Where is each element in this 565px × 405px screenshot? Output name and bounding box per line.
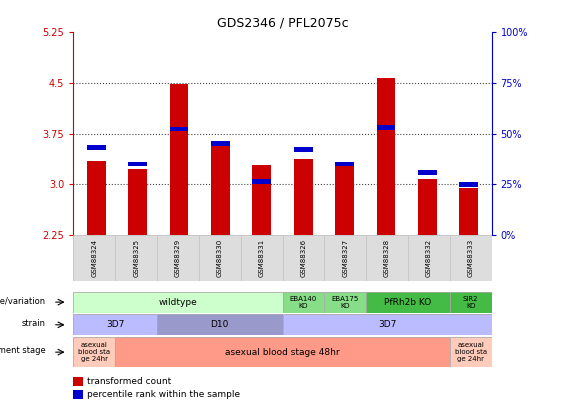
Text: PfRh2b KO: PfRh2b KO: [384, 298, 432, 307]
Text: GSM88328: GSM88328: [384, 239, 390, 277]
Bar: [459, 188, 478, 235]
Bar: [335, 162, 354, 166]
Bar: [170, 84, 188, 235]
Bar: [335, 165, 354, 235]
Bar: [253, 179, 271, 184]
Text: GSM88331: GSM88331: [259, 239, 264, 277]
FancyBboxPatch shape: [324, 292, 366, 313]
Text: GSM88329: GSM88329: [175, 239, 181, 277]
Text: GSM88325: GSM88325: [133, 239, 139, 277]
Bar: [170, 127, 188, 131]
FancyBboxPatch shape: [324, 235, 366, 281]
FancyBboxPatch shape: [199, 235, 241, 281]
FancyBboxPatch shape: [73, 314, 157, 335]
Text: transformed count: transformed count: [87, 377, 171, 386]
Text: asexual
blood sta
ge 24hr: asexual blood sta ge 24hr: [455, 342, 486, 362]
Text: 3D7: 3D7: [106, 320, 124, 329]
FancyBboxPatch shape: [450, 337, 492, 367]
Bar: [87, 145, 106, 149]
Bar: [459, 182, 478, 187]
Bar: [294, 147, 312, 151]
Text: 3D7: 3D7: [378, 320, 396, 329]
Text: D10: D10: [211, 320, 229, 329]
FancyBboxPatch shape: [282, 235, 324, 281]
FancyBboxPatch shape: [282, 292, 324, 313]
FancyBboxPatch shape: [115, 337, 450, 367]
Bar: [128, 162, 147, 166]
Text: EBA140
KO: EBA140 KO: [290, 296, 317, 309]
Bar: [418, 179, 437, 235]
Text: percentile rank within the sample: percentile rank within the sample: [87, 390, 240, 399]
FancyBboxPatch shape: [157, 235, 199, 281]
FancyBboxPatch shape: [366, 292, 450, 313]
Text: EBA175
KO: EBA175 KO: [332, 296, 359, 309]
FancyBboxPatch shape: [73, 337, 115, 367]
FancyBboxPatch shape: [282, 314, 492, 335]
Bar: [377, 125, 396, 130]
Bar: [377, 78, 396, 235]
FancyBboxPatch shape: [115, 235, 157, 281]
Bar: [418, 171, 437, 175]
Bar: [128, 169, 147, 235]
FancyBboxPatch shape: [450, 292, 492, 313]
Text: asexual
blood sta
ge 24hr: asexual blood sta ge 24hr: [79, 342, 110, 362]
Bar: [294, 159, 312, 235]
Bar: [73, 390, 82, 399]
Bar: [73, 377, 82, 386]
FancyBboxPatch shape: [450, 235, 492, 281]
Text: SIR2
KO: SIR2 KO: [463, 296, 479, 309]
Bar: [253, 165, 271, 235]
Text: GSM88332: GSM88332: [426, 239, 432, 277]
Title: GDS2346 / PFL2075c: GDS2346 / PFL2075c: [217, 17, 348, 30]
Bar: [87, 161, 106, 235]
FancyBboxPatch shape: [73, 235, 115, 281]
Bar: [211, 141, 230, 146]
Text: asexual blood stage 48hr: asexual blood stage 48hr: [225, 347, 340, 357]
Text: wildtype: wildtype: [159, 298, 197, 307]
FancyBboxPatch shape: [408, 235, 450, 281]
Text: GSM88327: GSM88327: [342, 239, 348, 277]
Text: genotype/variation: genotype/variation: [0, 296, 46, 306]
FancyBboxPatch shape: [241, 235, 282, 281]
Text: strain: strain: [21, 319, 46, 328]
FancyBboxPatch shape: [157, 314, 282, 335]
Text: development stage: development stage: [0, 346, 46, 355]
Text: GSM88330: GSM88330: [217, 239, 223, 277]
FancyBboxPatch shape: [366, 235, 408, 281]
Text: GSM88326: GSM88326: [301, 239, 306, 277]
Bar: [211, 143, 230, 235]
FancyBboxPatch shape: [73, 292, 282, 313]
Text: GSM88324: GSM88324: [92, 239, 97, 277]
Text: GSM88333: GSM88333: [468, 239, 473, 277]
